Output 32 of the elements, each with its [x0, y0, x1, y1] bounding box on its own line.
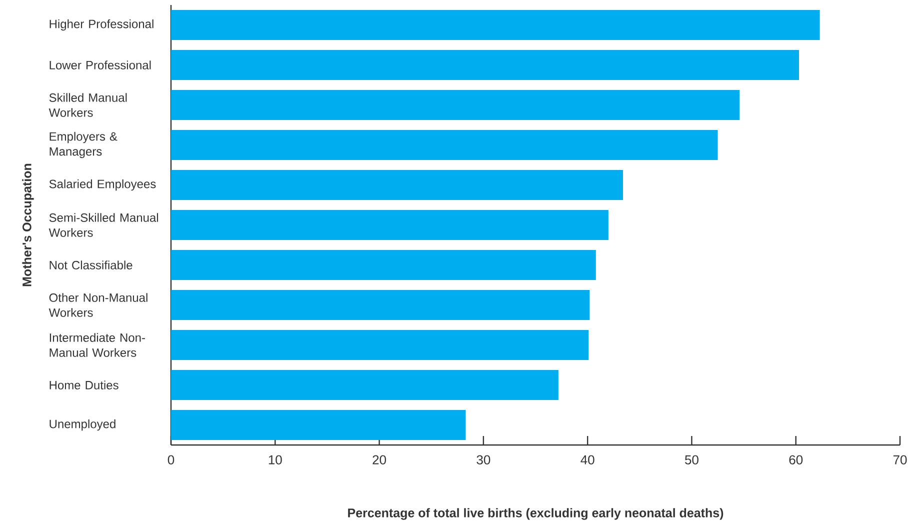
bar [171, 210, 608, 240]
x-tick-label: 50 [685, 455, 698, 464]
y-axis-title: Mother's Occupation [22, 164, 34, 286]
y-tick-label: Skilled Manual Workers [48, 93, 127, 117]
y-tick-label: Intermediate Non-Manual Workers [50, 333, 145, 357]
y-tick-label: Semi-Skilled Manual Workers [48, 213, 158, 237]
y-tick-label: Salaried Employees [49, 179, 156, 191]
y-tick-label: Other Non-Manual Workers [48, 293, 148, 317]
bar [171, 330, 589, 360]
y-tick-label: Not Classifiable [50, 260, 132, 270]
x-tick-label: 70 [893, 455, 907, 464]
bar [171, 130, 718, 160]
y-tick-label: Unemployed [50, 419, 116, 431]
y-tick-label: Lower Professional [50, 60, 151, 70]
x-tick-label: 10 [268, 455, 282, 464]
y-tick-label: Home Duties [50, 380, 118, 390]
x-tick-label: 40 [580, 455, 594, 464]
bar [171, 170, 623, 200]
bar [171, 290, 590, 320]
x-tick-label: 20 [372, 455, 386, 464]
bar [171, 90, 740, 120]
x-tick-label: 60 [789, 455, 803, 464]
bar [171, 410, 466, 440]
x-tick-label: 30 [476, 455, 490, 464]
bar [171, 250, 596, 280]
y-tick-label: Higher Professional [50, 19, 154, 31]
x-tick-label: 0 [168, 455, 174, 464]
bar [171, 50, 799, 80]
bar [171, 370, 558, 400]
bar [171, 10, 820, 40]
y-tick-label: Employers & Managers [50, 132, 118, 158]
x-axis-title: Percentage of total live births (excluding early neonatal deaths) [348, 508, 724, 520]
